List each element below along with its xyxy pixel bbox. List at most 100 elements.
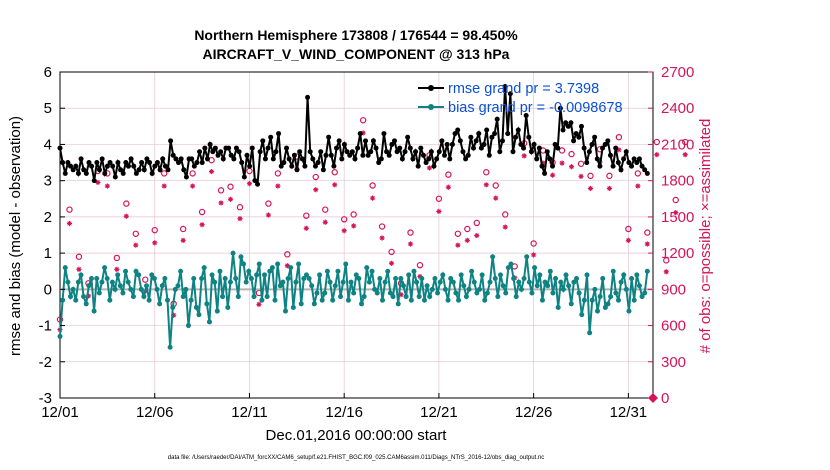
obs-assimilated-marker bbox=[587, 185, 594, 192]
obs-possible-marker bbox=[568, 150, 575, 158]
rmse-point bbox=[607, 152, 613, 158]
y2-tick-label: 2400 bbox=[661, 100, 694, 117]
rmse-point bbox=[349, 149, 355, 155]
rmse-point bbox=[207, 141, 213, 147]
bias-point bbox=[560, 286, 566, 292]
rmse-point bbox=[410, 156, 416, 162]
obs-assimilated-marker bbox=[180, 237, 186, 243]
rmse-point bbox=[297, 149, 303, 155]
rmse-point bbox=[262, 156, 268, 162]
rmse-point bbox=[484, 127, 490, 133]
bias-point bbox=[379, 297, 385, 303]
bias-point bbox=[91, 308, 97, 314]
bias-point bbox=[185, 323, 191, 329]
rmse-point bbox=[152, 163, 158, 169]
rmse-point bbox=[191, 163, 197, 169]
rmse-point bbox=[470, 145, 476, 151]
bias-point bbox=[225, 304, 231, 310]
bias-point bbox=[416, 294, 422, 300]
obs-assimilated-marker bbox=[341, 228, 347, 234]
bias-point bbox=[272, 297, 278, 303]
rmse-point bbox=[489, 134, 495, 140]
bias-point bbox=[70, 286, 76, 292]
bias-point bbox=[610, 268, 616, 274]
y-tick-label: 6 bbox=[44, 64, 52, 81]
rmse-point bbox=[560, 127, 566, 133]
bias-point bbox=[427, 294, 433, 300]
y-tick-label: 0 bbox=[44, 281, 52, 298]
rmse-point bbox=[523, 112, 529, 118]
rmse-point bbox=[455, 127, 461, 133]
bias-point bbox=[463, 294, 469, 300]
obs-assimilated-marker bbox=[284, 263, 290, 269]
rmse-point bbox=[268, 134, 274, 140]
rmse-point bbox=[521, 145, 527, 151]
bias-point bbox=[343, 261, 349, 267]
obs-assimilated-marker bbox=[663, 269, 669, 275]
bias-point bbox=[332, 283, 338, 289]
bias-point bbox=[167, 344, 173, 350]
obs-assimilated-marker bbox=[388, 260, 395, 266]
bias-point bbox=[529, 290, 535, 296]
rmse-point bbox=[194, 160, 200, 166]
bias-point bbox=[314, 290, 320, 296]
rmse-point bbox=[120, 170, 126, 176]
bias-point bbox=[421, 297, 427, 303]
bias-point bbox=[356, 275, 362, 281]
rmse-point bbox=[347, 152, 353, 158]
obs-assimilated-marker bbox=[85, 293, 92, 299]
obs-assimilated-marker bbox=[407, 241, 414, 247]
bias-point bbox=[387, 290, 393, 296]
bias-point bbox=[256, 261, 262, 267]
rmse-point bbox=[183, 174, 189, 180]
rmse-point bbox=[594, 156, 600, 162]
rmse-point bbox=[139, 160, 145, 166]
bias-point bbox=[542, 279, 548, 285]
y2-tick-label: 900 bbox=[661, 281, 686, 298]
rmse-point bbox=[334, 145, 340, 151]
obs-assimilated-marker bbox=[303, 225, 309, 231]
legend: rmse grand pr = 3.7398 bias grand pr = -… bbox=[418, 81, 623, 116]
rmse-point bbox=[83, 170, 89, 176]
bias-point bbox=[584, 272, 590, 278]
rmse-point bbox=[270, 156, 276, 162]
obs-assimilated-marker bbox=[332, 182, 338, 188]
bias-point bbox=[566, 283, 572, 289]
rmse-point bbox=[368, 149, 374, 155]
obs-possible-marker bbox=[123, 200, 130, 207]
bias-point bbox=[107, 297, 113, 303]
bias-point bbox=[435, 290, 441, 296]
rmse-point bbox=[197, 149, 203, 155]
rmse-point bbox=[439, 138, 445, 144]
obs-assimilated-marker bbox=[152, 240, 158, 246]
rmse-point bbox=[626, 160, 632, 166]
bias-point bbox=[508, 261, 514, 267]
bias-point bbox=[136, 272, 142, 278]
rmse-point bbox=[426, 156, 432, 162]
bias-point bbox=[109, 279, 115, 285]
rmse-point bbox=[149, 170, 155, 176]
bias-point bbox=[151, 275, 157, 281]
bias-point bbox=[209, 272, 215, 278]
x-tick-label: 12/11 bbox=[231, 404, 267, 421]
bias-point bbox=[246, 268, 252, 274]
rmse-point bbox=[602, 141, 608, 147]
obs-assimilated-marker bbox=[531, 252, 537, 258]
rmse-point bbox=[131, 163, 137, 169]
rmse-point bbox=[397, 145, 403, 151]
bias-point bbox=[248, 275, 254, 281]
y2-tick-label: 300 bbox=[661, 354, 686, 371]
rmse-point bbox=[123, 160, 129, 166]
bias-point bbox=[183, 286, 189, 292]
rmse-point bbox=[344, 149, 350, 155]
legend-bias-label: bias grand pr = -0.0098678 bbox=[448, 100, 623, 116]
rmse-point bbox=[415, 163, 421, 169]
obs-possible-marker bbox=[284, 251, 291, 258]
bias-point bbox=[448, 275, 454, 281]
obs-possible-marker bbox=[236, 204, 244, 211]
bias-point bbox=[429, 286, 435, 292]
y2-tick-label: 1500 bbox=[661, 209, 694, 226]
rmse-point bbox=[281, 160, 287, 166]
bias-point bbox=[366, 279, 372, 285]
rmse-point bbox=[323, 152, 329, 158]
